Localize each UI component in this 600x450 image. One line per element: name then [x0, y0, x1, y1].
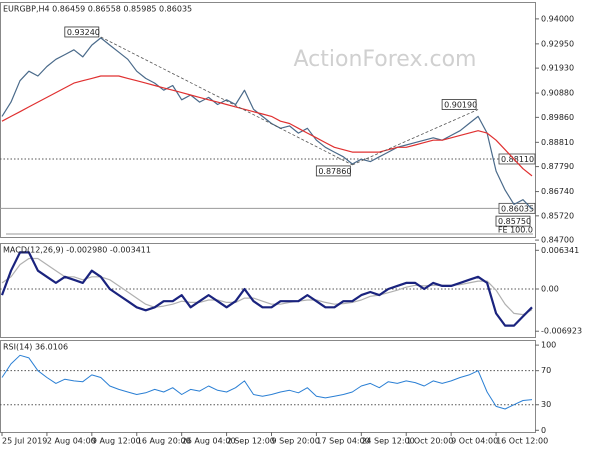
x-tick-label: 16 Oct 12:00	[496, 437, 548, 446]
annotation-box	[315, 165, 351, 177]
x-tick-label: 9 Oct 04:00	[451, 437, 498, 446]
annotation-box	[495, 215, 531, 227]
level-label-box	[498, 153, 536, 165]
series-line	[0, 251, 533, 327]
panel-title: EURGBP,H4 0.86459 0.86558 0.85985 0.8603…	[3, 5, 192, 14]
y-tick-label: 0.87790	[541, 162, 574, 171]
annotation-label: 0.87860	[318, 167, 351, 176]
series-line	[1, 75, 533, 177]
panel-title: MACD(12,26,9) -0.002980 -0.003411	[3, 246, 151, 255]
trend-line	[352, 109, 479, 166]
y-tick-label: 0	[541, 426, 546, 435]
y-tick-label: 0.00	[541, 284, 559, 293]
x-tick-label: 24 Sep 12:00	[361, 437, 414, 446]
annotation-label: 0.93240	[67, 28, 100, 37]
level-label: 0.86035	[501, 204, 534, 213]
x-tick-label: 2 Aug 04:00	[47, 437, 96, 446]
annotation-label: 0.85750	[498, 217, 531, 226]
x-tick-label: 16 Aug 20:00	[137, 437, 191, 446]
y-tick-label: 0.90880	[541, 89, 574, 98]
annotation-box	[441, 99, 477, 110]
y-tick-label: 0.92950	[541, 39, 574, 48]
x-tick-label: 26 Aug 04:00	[182, 437, 236, 446]
x-tick-label: 2 Sep 12:00	[227, 437, 275, 446]
y-tick-label: 0.88810	[541, 138, 574, 147]
annotation-label: 0.90190	[444, 101, 477, 110]
y-tick-label: 0.86740	[541, 187, 574, 196]
x-tick-label: 9 Aug 12:00	[92, 437, 141, 446]
y-tick-label: 0.91930	[541, 64, 574, 73]
y-tick-label: 0.89860	[541, 113, 574, 122]
series-line	[1, 354, 533, 410]
annotation-box	[64, 26, 100, 38]
y-tick-label: 0.006341	[541, 246, 579, 255]
x-tick-label: 17 Sep 04:00	[316, 437, 369, 446]
y-tick-label: 70	[541, 366, 551, 375]
x-tick-label: 9 Sep 20:00	[271, 437, 319, 446]
trend-line	[100, 36, 353, 166]
panel-frame	[0, 243, 536, 338]
level-label: 0.88110	[501, 155, 534, 164]
x-tick-label: 25 Jul 2019	[2, 437, 47, 446]
panel-frame	[0, 2, 536, 238]
note: FE 100.0	[498, 226, 533, 235]
y-tick-label: 100	[541, 341, 556, 350]
y-tick-label: 0.84700	[541, 236, 574, 245]
y-tick-label: 30	[541, 400, 551, 409]
y-tick-label: 0.94000	[541, 14, 574, 23]
watermark: ActionForex.com	[294, 47, 477, 72]
panel-frame	[0, 340, 536, 433]
y-tick-label: 0.85720	[541, 211, 574, 220]
x-tick-label: 1 Oct 20:00	[406, 437, 453, 446]
panel-title: RSI(14) 36.0106	[3, 343, 68, 352]
y-tick-label: -0.006923	[541, 327, 582, 336]
